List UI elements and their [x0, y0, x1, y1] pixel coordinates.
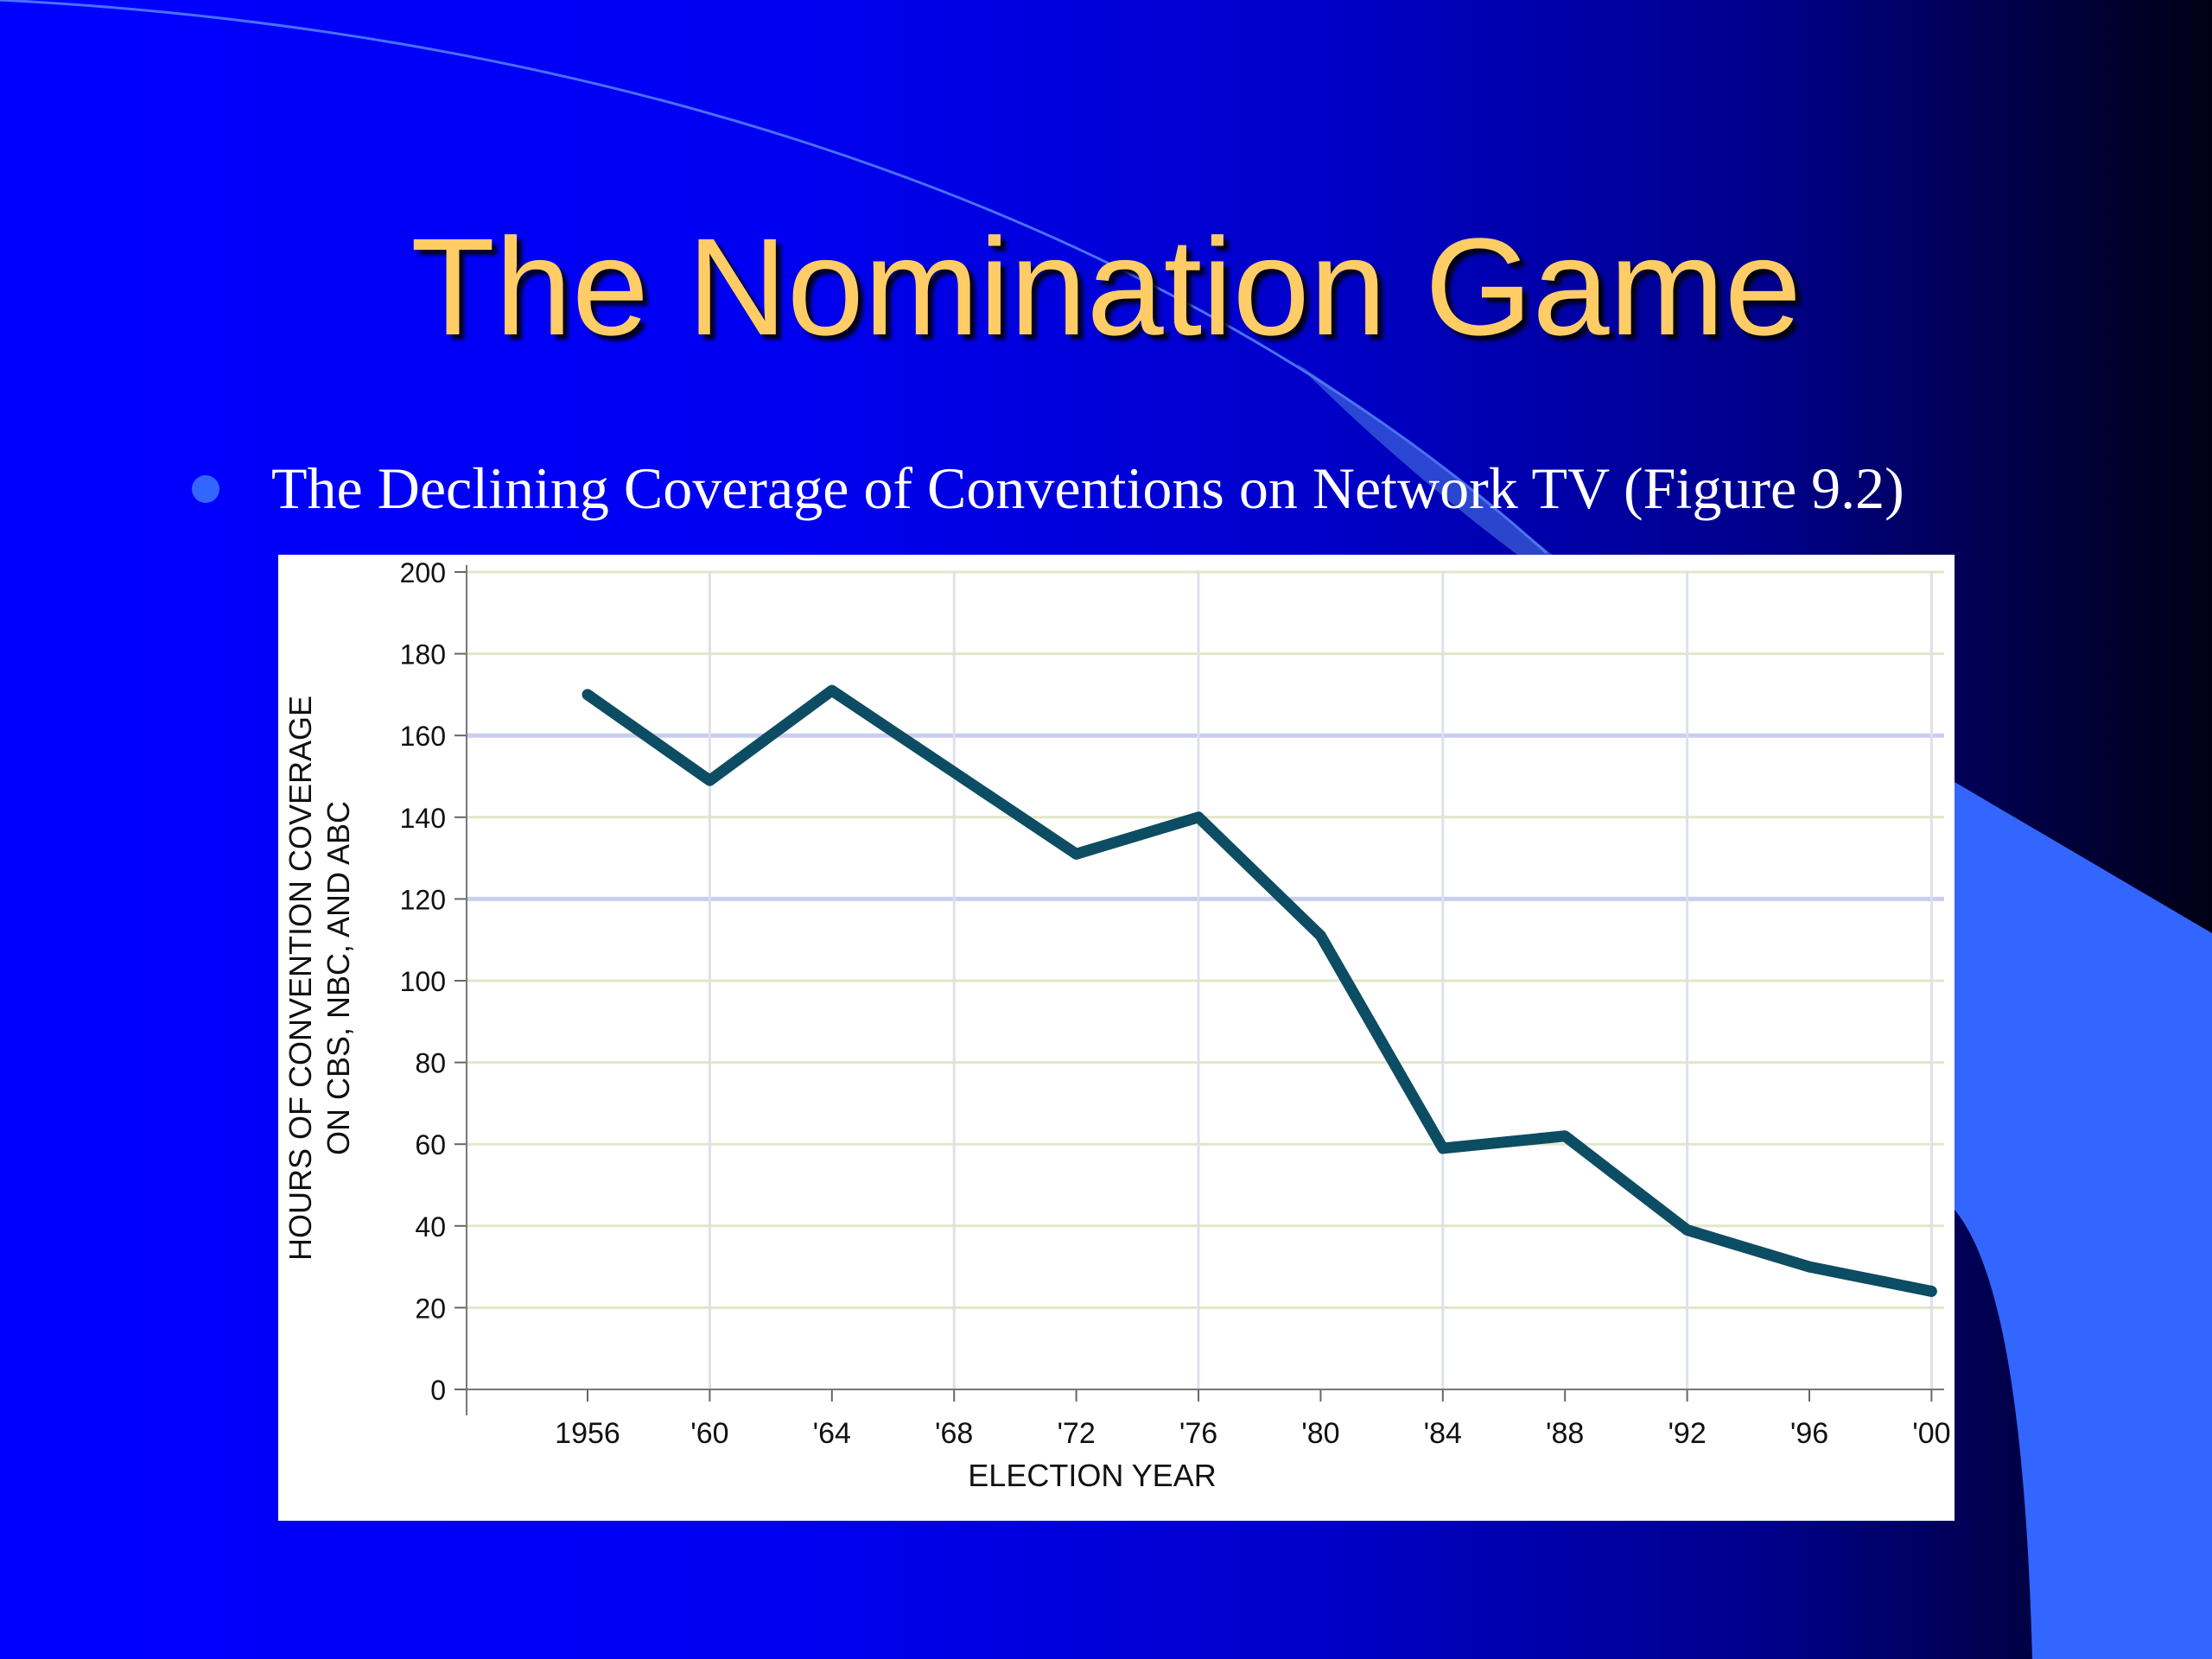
x-tick-label: '76	[1179, 1417, 1217, 1450]
bullet-text: The Declining Coverage of Conventions on…	[271, 455, 1904, 521]
x-tick-label: '72	[1057, 1417, 1095, 1450]
data-point	[826, 685, 837, 696]
data-point	[704, 775, 715, 786]
y-tick-label: 160	[400, 721, 446, 752]
axes: 0 20 40 60 80 100 120 140 160 180 200 1956 '60 '64 '68…	[400, 557, 1951, 1450]
data-point	[949, 766, 960, 778]
data-point	[1193, 811, 1204, 823]
data-point	[1560, 1130, 1571, 1141]
data-point	[1315, 930, 1326, 941]
accent-shape	[1955, 782, 2212, 1659]
x-tick-label: 1956	[555, 1417, 620, 1450]
bullet-icon	[192, 474, 219, 503]
slide-title: The Nomination Game	[410, 209, 1802, 364]
x-tick-label: '00	[1912, 1417, 1950, 1450]
y-axis-title-line-2: ON CBS, NBC, AND ABC	[321, 801, 356, 1155]
series-layer	[582, 684, 1937, 1297]
data-point	[1071, 849, 1082, 860]
y-tick-label: 20	[415, 1293, 446, 1324]
x-tick-label: '96	[1790, 1417, 1828, 1450]
x-tick-label: '84	[1424, 1417, 1462, 1450]
x-axis-title: ELECTION YEAR	[968, 1458, 1216, 1493]
accent-arc-shadow	[1296, 363, 1555, 557]
x-tick-label: '60	[690, 1417, 728, 1450]
line-chart: 0 20 40 60 80 100 120 140 160 180 200 1956 '60 '64 '68…	[283, 557, 1951, 1493]
y-tick-label: 0	[430, 1375, 446, 1406]
bullet-item: The Declining Coverage of Conventions on…	[192, 454, 1904, 523]
x-tick-label: '80	[1301, 1417, 1339, 1450]
data-point	[1681, 1224, 1693, 1236]
y-tick-label: 140	[400, 803, 446, 834]
data-point	[1437, 1142, 1448, 1154]
x-tick-label: '88	[1546, 1417, 1584, 1450]
data-point	[582, 689, 593, 700]
x-tick-label: '64	[813, 1417, 851, 1450]
y-axis-title-line-1: HOURS OF CONVENTION COVERAGE	[283, 696, 318, 1261]
data-point	[1926, 1286, 1937, 1297]
y-tick-label: 100	[400, 966, 446, 997]
y-tick-label: 180	[400, 639, 446, 671]
y-tick-label: 120	[400, 884, 446, 915]
y-tick-label: 40	[415, 1211, 446, 1243]
chart-panel: 0 20 40 60 80 100 120 140 160 180 200 1956 '60 '64 '68…	[278, 555, 1955, 1521]
x-tick-label: '92	[1668, 1417, 1706, 1450]
y-tick-label: 60	[415, 1129, 446, 1160]
y-tick-label: 200	[400, 557, 446, 588]
data-point	[1804, 1262, 1815, 1273]
y-tick-label: 80	[415, 1048, 446, 1079]
x-tick-label: '68	[935, 1417, 973, 1450]
axis-labels: ELECTION YEAR HOURS OF CONVENTION COVERA…	[283, 696, 1217, 1493]
gridlines	[467, 570, 1944, 1389]
series-line	[582, 684, 1937, 1297]
